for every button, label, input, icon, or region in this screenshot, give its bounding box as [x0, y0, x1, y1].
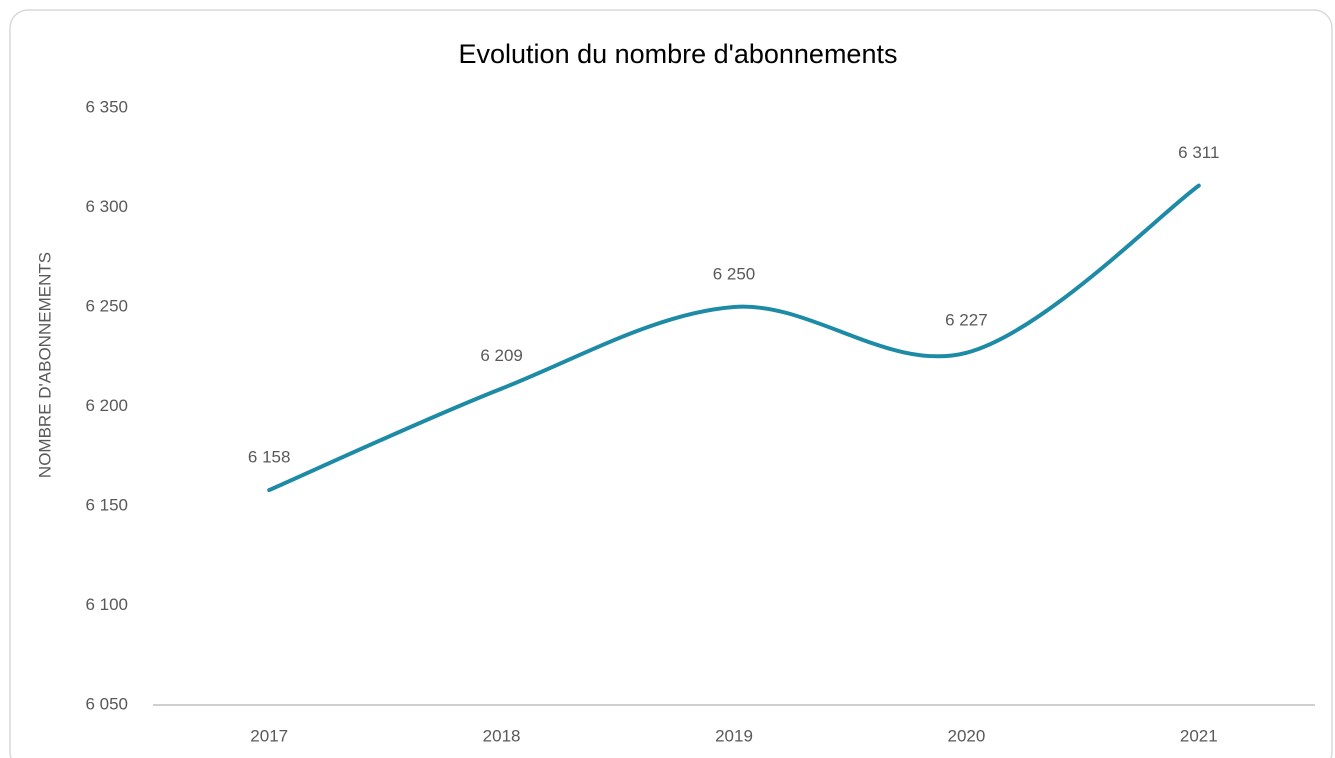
chart-title: Evolution du nombre d'abonnements	[459, 39, 898, 69]
y-tick-label: 6 350	[85, 97, 128, 116]
data-label: 6 158	[248, 448, 291, 467]
y-tick-label: 6 100	[85, 595, 128, 614]
line	[267, 183, 1201, 493]
x-tick-label: 2019	[715, 726, 753, 745]
data-label: 6 250	[713, 264, 756, 283]
y-tick-label: 6 150	[85, 495, 128, 514]
data-label: 6 209	[480, 346, 523, 365]
data-label: 6 311	[1178, 143, 1219, 162]
y-tick-label: 6 250	[85, 296, 128, 315]
y-tick-label: 6 200	[85, 396, 128, 415]
y-tick-label: 6 050	[85, 694, 128, 713]
x-tick-label: 2021	[1180, 726, 1218, 745]
y-axis-title: NOMBRE D'ABONNEMENTS	[35, 252, 54, 478]
x-tick-label: 2020	[947, 726, 985, 745]
y-tick-label: 6 300	[85, 197, 128, 216]
chart-card	[9, 9, 1333, 758]
data-label: 6 227	[945, 310, 988, 329]
x-tick-label: 2017	[250, 726, 288, 745]
x-tick-label: 2018	[483, 726, 521, 745]
